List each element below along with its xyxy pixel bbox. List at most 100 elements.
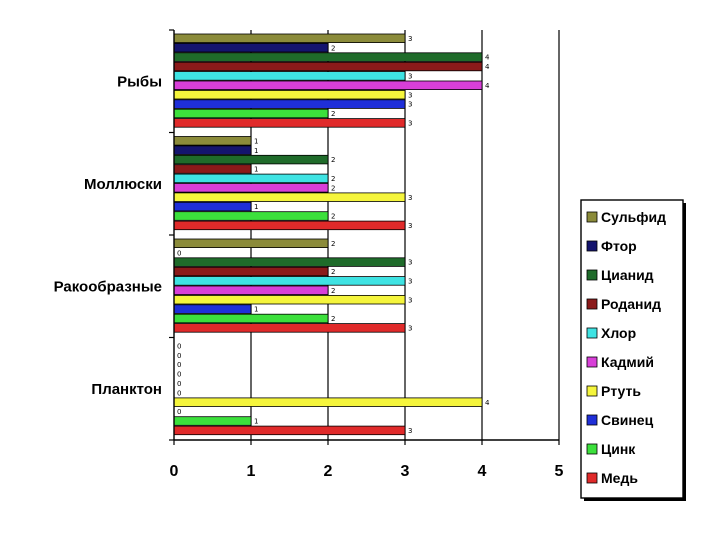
bar — [173, 397, 483, 407]
bar — [173, 192, 406, 202]
data-label: 2 — [331, 268, 335, 276]
data-label: 0 — [177, 342, 181, 350]
data-label: 2 — [331, 175, 335, 183]
data-label: 1 — [254, 137, 258, 145]
legend-swatch — [586, 240, 598, 252]
x-tick-label: 4 — [478, 463, 487, 480]
data-label: 2 — [331, 184, 335, 192]
bar — [173, 154, 329, 165]
data-label: 3 — [408, 120, 412, 128]
bar — [173, 285, 329, 296]
bar — [173, 211, 329, 221]
data-label: 0 — [177, 408, 181, 416]
data-label: 3 — [408, 194, 412, 202]
category-label: Рыбы — [117, 73, 162, 90]
legend-box — [580, 199, 684, 499]
data-label: 3 — [408, 278, 412, 286]
bar — [173, 416, 252, 426]
bar — [173, 90, 406, 100]
x-tick-label: 2 — [324, 463, 333, 480]
bar — [173, 323, 406, 333]
data-label: 3 — [408, 91, 412, 99]
data-label: 0 — [177, 380, 181, 388]
data-label: 0 — [177, 389, 181, 397]
category-label: Моллюски — [84, 176, 162, 193]
x-tick-label: 0 — [170, 463, 179, 480]
bar — [173, 183, 329, 193]
data-label: 1 — [254, 306, 258, 314]
bar — [173, 61, 483, 72]
legend-label: Фтор — [601, 238, 637, 254]
data-label: 0 — [177, 352, 181, 360]
bar — [173, 71, 406, 81]
bar — [173, 164, 252, 174]
data-label: 2 — [331, 110, 335, 118]
legend-swatch — [586, 443, 598, 455]
data-label: 1 — [254, 166, 258, 174]
data-label: 3 — [408, 35, 412, 43]
data-label: 2 — [331, 44, 335, 52]
data-label: 3 — [408, 259, 412, 267]
data-label: 3 — [408, 427, 412, 435]
bar — [173, 238, 329, 249]
x-tick-label: 1 — [247, 463, 256, 480]
legend-swatch — [586, 472, 598, 484]
data-label: 1 — [254, 418, 258, 426]
data-label: 3 — [408, 296, 412, 304]
bar — [173, 118, 406, 128]
data-label: 1 — [254, 147, 258, 155]
data-label: 4 — [485, 82, 490, 90]
data-label: 3 — [408, 222, 412, 230]
bar — [173, 52, 483, 62]
x-tick-label: 5 — [555, 463, 564, 480]
bar — [173, 220, 406, 231]
legend-label: Сульфид — [601, 209, 666, 225]
category-label: Планктон — [91, 381, 162, 398]
legend-label: Роданид — [601, 296, 661, 312]
bar — [173, 43, 329, 53]
legend: Сульфид Фтор Цианид Роданид Хлор Кадмий Ртуть С… — [580, 199, 686, 501]
data-label: 2 — [331, 240, 335, 248]
data-label: 2 — [331, 315, 335, 323]
bar — [173, 108, 329, 119]
data-label: 2 — [331, 156, 335, 164]
bar — [173, 266, 329, 277]
bar — [173, 80, 483, 91]
bar — [173, 425, 406, 436]
legend-swatch — [586, 327, 598, 339]
legend-swatch — [586, 298, 598, 310]
data-label: 3 — [408, 325, 412, 333]
bar — [173, 313, 329, 324]
legend-label: Медь — [601, 470, 638, 486]
bar — [173, 136, 252, 146]
legend-swatch — [586, 356, 598, 368]
legend-label: Цинк — [601, 441, 636, 457]
legend-label: Ртуть — [601, 383, 641, 399]
data-label: 1 — [254, 203, 258, 211]
data-label: 3 — [408, 73, 412, 81]
plot-area: 3244343323Рыбы1121223123Моллюски20323231… — [54, 29, 564, 480]
legend-label: Цианид — [601, 267, 654, 283]
data-label: 2 — [331, 213, 335, 221]
bar — [173, 304, 252, 314]
category-label: Ракообразные — [54, 278, 162, 295]
bar — [173, 257, 406, 267]
data-label: 0 — [177, 371, 181, 379]
bar — [173, 99, 406, 109]
data-label: 4 — [485, 54, 490, 62]
bar — [173, 145, 252, 155]
data-label: 0 — [177, 361, 181, 369]
x-tick-label: 3 — [401, 463, 410, 480]
bar — [173, 33, 406, 44]
data-label: 0 — [177, 249, 181, 257]
legend-swatch — [586, 269, 598, 281]
legend-swatch — [586, 385, 598, 397]
data-label: 3 — [408, 101, 412, 109]
data-label: 2 — [331, 287, 335, 295]
legend-label: Кадмий — [601, 354, 654, 370]
legend-swatch — [586, 211, 598, 223]
bar — [173, 276, 406, 286]
bar — [173, 201, 252, 212]
bar — [173, 173, 329, 184]
